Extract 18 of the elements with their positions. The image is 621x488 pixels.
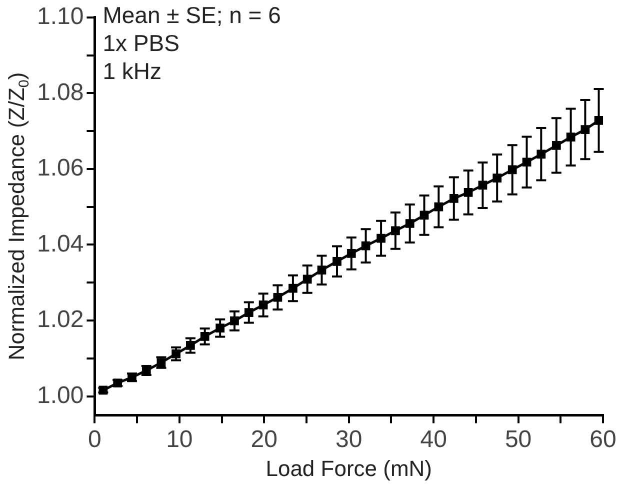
x-tick-label: 50 [504,426,532,454]
x-tick-label: 10 [166,426,193,454]
y-tick-label: 1.02 [36,306,84,334]
y-tick-label: 1.04 [36,230,84,258]
annotation: 1x PBS [102,30,180,56]
y-tick-label: 1.00 [36,382,84,409]
y-axis-title: Normalized Impedance (Z/Z0) [4,72,33,360]
x-tick-label: 20 [250,426,278,454]
x-tick-label: 40 [420,426,447,454]
y-tick-label: 1.06 [36,154,84,182]
annotation: Mean ± SE; n = 6 [102,2,281,28]
x-tick-label: 30 [336,426,362,454]
x-tick-label: 0 [88,426,102,454]
annotation: 1 kHz [102,58,162,84]
x-tick-label: 60 [590,426,616,454]
y-tick-label: 1.10 [36,3,84,30]
y-tick-label: 1.08 [36,78,84,106]
x-axis-title: Load Force (mN) [266,456,432,482]
